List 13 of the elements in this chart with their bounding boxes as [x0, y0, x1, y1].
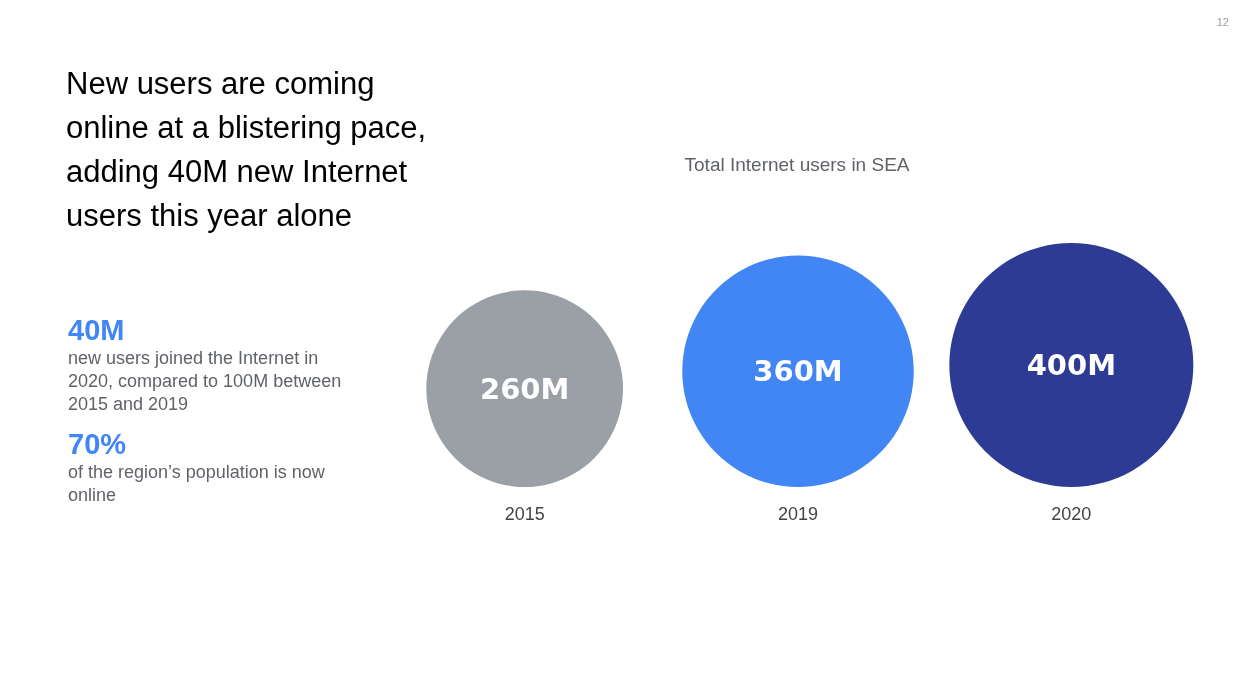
text: New users are coming online at a blistering pace, adding 40M new Internet users this year alone [66, 65, 428, 235]
category-label: 2015 [504, 504, 545, 524]
category-label: 2019 [777, 504, 819, 524]
text: new users joined the Internet in 2020, compared to 100M between 2015 and 2019 [68, 347, 343, 416]
text: 12 [1216, 16, 1229, 28]
data-label: 400M [1026, 348, 1117, 382]
text: Total Internet users in SEA [684, 154, 910, 175]
data-label: 260M [479, 371, 570, 406]
text: of the region’s population is now online [68, 461, 326, 507]
data-label: 360M [753, 354, 843, 389]
category-label: 2020 [1051, 504, 1092, 524]
text: 70% [68, 428, 128, 461]
text: 40M [68, 314, 126, 347]
